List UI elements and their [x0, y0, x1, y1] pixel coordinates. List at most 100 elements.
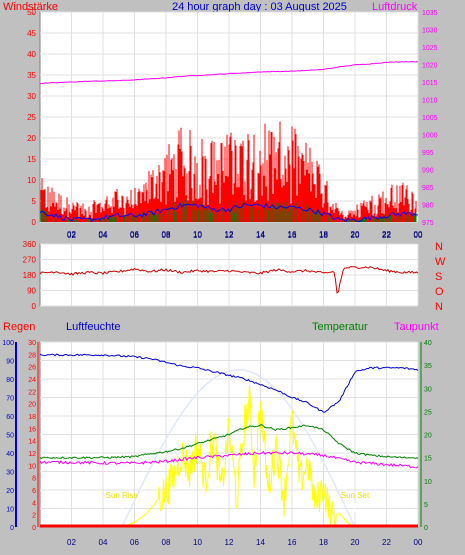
rain-tick-label: 4 [32, 500, 36, 507]
hour-tick-label: 10 [193, 230, 202, 239]
daylight-curve [121, 369, 356, 528]
rain-tick-label: 8 [32, 476, 36, 483]
direction-tick-label: 270 [23, 256, 37, 265]
compass-label: N [435, 301, 443, 313]
hour-tick-label: 20 [351, 538, 360, 547]
rain-tick-label: 12 [28, 451, 36, 458]
humidity-tick-label: 90 [6, 359, 14, 366]
hour-tick-label: 22 [382, 230, 391, 239]
wind-tick-label: 45 [27, 29, 36, 38]
pressure-tick-label: 1015 [422, 80, 438, 87]
wind-label: Windstärke [3, 1, 58, 13]
rain-tick-label: 24 [28, 377, 36, 384]
rain-tick-label: 10 [28, 463, 36, 470]
wind-tick-label: 0 [32, 218, 37, 227]
humidity-tick-label: 40 [6, 451, 14, 458]
rain-tick-label: 18 [28, 414, 36, 421]
hour-tick-label: 04 [99, 538, 108, 547]
hour-tick-label: 22 [382, 231, 391, 240]
humidity-tick-label: 50 [6, 433, 14, 440]
hour-tick-label: 08 [162, 230, 171, 239]
hour-tick-label: 16 [288, 231, 297, 240]
hour-tick-label: 08 [162, 538, 171, 547]
rain-tick-label: 28 [28, 352, 36, 359]
wind-tick-label: 5 [32, 197, 37, 206]
direction-tick-label: 90 [27, 287, 36, 296]
humidity-line [39, 353, 419, 413]
rain-tick-label: 6 [32, 488, 36, 495]
wind-tick-label: 15 [27, 155, 36, 164]
hour-tick-label: 10 [193, 538, 202, 547]
wind-tick-label: 25 [27, 113, 36, 122]
rain-tick-label: 20 [28, 402, 36, 409]
pressure-tick-label: 1020 [422, 63, 438, 70]
temperature-tick-label: 40 [424, 340, 432, 347]
hour-tick-label: 04 [99, 230, 108, 239]
pressure-line [39, 60, 419, 84]
humidity-tick-label: 60 [6, 414, 14, 421]
wind-average-line [39, 202, 419, 223]
rain-label: Regen [3, 321, 35, 333]
hour-tick-label: 00 [414, 230, 423, 239]
hour-tick-label: 20 [351, 231, 360, 240]
hour-tick-label: 02 [67, 538, 76, 547]
temperature-tick-label: 35 [424, 363, 432, 370]
hour-tick-label: 06 [130, 538, 139, 547]
pressure-tick-label: 1030 [422, 28, 438, 35]
chart-title: 24 hour graph day : 03 August 2025 [172, 1, 347, 13]
hour-tick-label: 14 [256, 231, 265, 240]
humidity-label: Luftfeuchte [66, 321, 120, 333]
direction-tick-label: 360 [23, 240, 37, 249]
wind-direction-line [39, 266, 419, 294]
hour-tick-label: 14 [256, 230, 265, 239]
rain-tick-label: 30 [28, 340, 36, 347]
temperature-tick-label: 20 [424, 433, 432, 440]
direction-tick-label: 0 [32, 302, 37, 311]
compass-label: O [435, 286, 444, 298]
compass-label: W [435, 256, 446, 268]
humidity-tick-label: 70 [6, 396, 14, 403]
wind-tick-label: 30 [27, 92, 36, 101]
pressure-tick-label: 995 [422, 150, 434, 157]
sunrise-label: Sun Rise [106, 491, 139, 500]
rain-tick-label: 16 [28, 426, 36, 433]
hour-tick-label: 16 [288, 230, 297, 239]
humidity-tick-label: 20 [6, 488, 14, 495]
sunset-label: Sun Set [341, 491, 370, 500]
hour-tick-label: 12 [225, 538, 234, 547]
rain-tick-label: 22 [28, 389, 36, 396]
hour-tick-label: 16 [288, 538, 297, 547]
wind-tick-label: 20 [27, 134, 36, 143]
hour-tick-label: 06 [130, 230, 139, 239]
humidity-tick-label: 30 [6, 470, 14, 477]
solar-line [121, 384, 355, 528]
hour-tick-label: 02 [67, 231, 76, 240]
dewpoint-label: Taupunkt [394, 321, 439, 333]
hour-tick-label: 00 [414, 231, 423, 240]
pressure-tick-label: 980 [422, 203, 434, 210]
wind-tick-label: 50 [27, 8, 36, 17]
hour-tick-label: 18 [319, 230, 328, 239]
compass-label: N [435, 241, 443, 253]
direction-tick-label: 180 [23, 271, 37, 280]
humidity-tick-label: 100 [2, 340, 14, 347]
hour-tick-label: 22 [382, 538, 391, 547]
temperature-label: Temperatur [312, 321, 368, 333]
pressure-tick-label: 1000 [422, 133, 438, 140]
hour-tick-label: 06 [130, 231, 139, 240]
wind-tick-label: 10 [27, 176, 36, 185]
pressure-tick-label: 1025 [422, 45, 438, 52]
humidity-tick-label: 10 [6, 507, 14, 514]
pressure-tick-label: 1035 [422, 10, 438, 17]
rain-tick-label: 2 [32, 513, 36, 520]
hour-tick-label: 00 [414, 538, 423, 547]
rain-tick-label: 0 [32, 525, 36, 532]
pressure-tick-label: 1005 [422, 115, 438, 122]
hour-tick-label: 18 [319, 231, 328, 240]
temperature-tick-label: 5 [424, 502, 428, 509]
pressure-tick-label: 1010 [422, 98, 438, 105]
compass-label: S [435, 271, 442, 283]
hour-tick-label: 10 [193, 231, 202, 240]
